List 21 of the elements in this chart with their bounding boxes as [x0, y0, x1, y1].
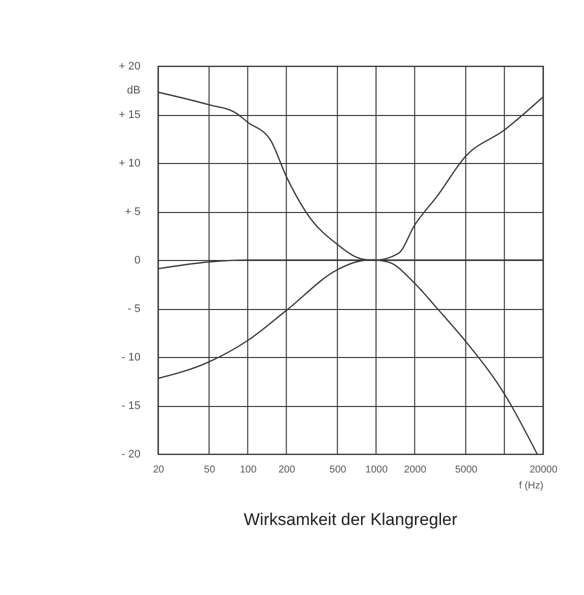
- x-tick-label: 100: [240, 464, 257, 476]
- y-tick-label: + 20: [118, 60, 140, 72]
- x-tick-label: 2000: [404, 464, 427, 476]
- x-tick-label: 500: [330, 464, 347, 476]
- x-tick-label: 1000: [365, 464, 388, 476]
- text: Wirksamkeit der Klangregler: [244, 510, 458, 529]
- y-tick-label: + 10: [118, 158, 140, 170]
- x-tick-label: 200: [278, 464, 296, 476]
- y-tick-label: + 5: [124, 206, 140, 218]
- y-tick-label: - 10: [122, 352, 140, 364]
- x-axis-title: f (Hz): [519, 480, 544, 492]
- x-tick-label: 5000: [455, 464, 478, 476]
- y-tick-label: 0: [134, 254, 140, 266]
- y-tick-label: - 15: [122, 400, 140, 412]
- x-tick-label: 20: [152, 464, 164, 476]
- y-tick-label: + 15: [118, 109, 140, 121]
- y-axis-title: dB: [127, 84, 140, 96]
- y-tick-label: - 20: [122, 448, 140, 460]
- x-tick-label: 50: [204, 464, 216, 476]
- x-tick-label: 20000: [530, 464, 558, 476]
- y-tick-label: - 5: [128, 303, 140, 315]
